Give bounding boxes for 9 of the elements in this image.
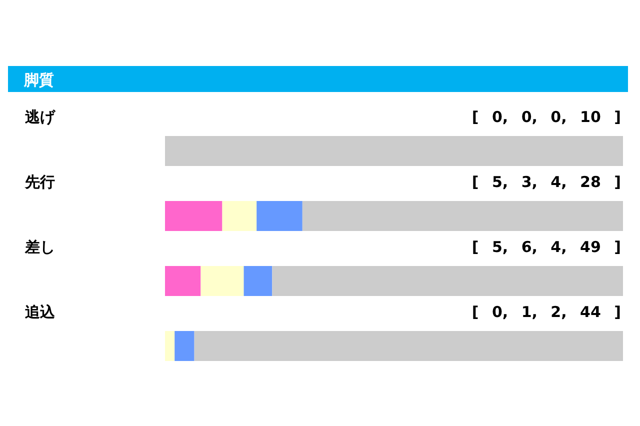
annotation: [ 5, 3, 4, 28 ]	[472, 173, 621, 191]
annotation: [ 0, 1, 2, 44 ]	[472, 303, 621, 321]
y-tick-label: 逃げ	[24, 108, 56, 126]
y-tick-label: 先行	[24, 173, 55, 191]
text: 脚質	[23, 71, 54, 89]
annotation: [ 0, 0, 0, 10 ]	[472, 108, 621, 126]
annotation: [ 5, 6, 4, 49 ]	[472, 238, 621, 256]
y-tick-label: 差し	[24, 238, 55, 256]
y-tick-label: 追込	[24, 303, 56, 321]
